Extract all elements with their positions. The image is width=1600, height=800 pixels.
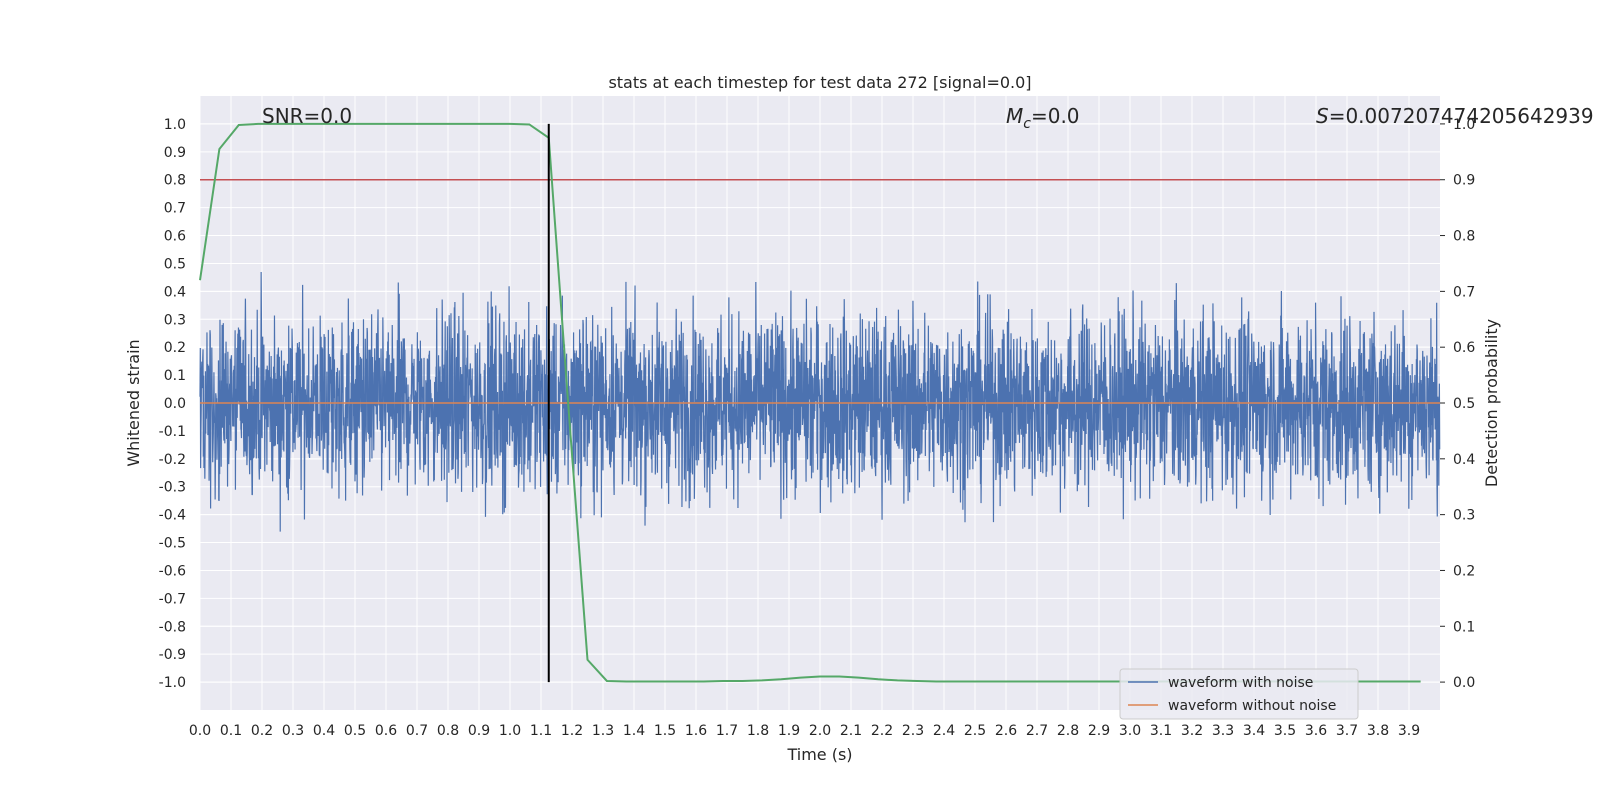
y-tick-label: 1.0 bbox=[164, 117, 186, 133]
y-tick-label: -0.2 bbox=[159, 452, 186, 468]
x-tick-label: 1.7 bbox=[716, 723, 738, 739]
s-annotation: S=0.007207474205642939 bbox=[1316, 104, 1594, 128]
y2-axis-label: Detection probability bbox=[1482, 319, 1501, 487]
y-axis-ticks: 1.0 0.9 0.8 0.7 0.6 0.5 0.4 0.3 0.2 0.1 0.0 -0.1 -0.… bbox=[159, 117, 186, 691]
y2-tick-label: 0.0 bbox=[1453, 675, 1475, 691]
y-tick-label: 0.3 bbox=[164, 312, 186, 328]
x-tick-label: 3.2 bbox=[1181, 723, 1203, 739]
x-tick-label: 3.7 bbox=[1336, 723, 1358, 739]
y-tick-label: 0.8 bbox=[164, 173, 186, 189]
x-tick-label: 1.2 bbox=[561, 723, 583, 739]
x-tick-label: 2.5 bbox=[964, 723, 986, 739]
x-tick-label: 3.6 bbox=[1305, 723, 1327, 739]
mc-subscript: c bbox=[1023, 116, 1031, 132]
x-tick-label: 0.0 bbox=[189, 723, 211, 739]
x-tick-label: 3.4 bbox=[1243, 723, 1265, 739]
x-tick-label: 3.5 bbox=[1274, 723, 1296, 739]
y-tick-label: 0.9 bbox=[164, 145, 186, 161]
y-tick-label: -0.4 bbox=[159, 508, 186, 524]
x-tick-label: 0.2 bbox=[251, 723, 273, 739]
y2-tick-label: 0.7 bbox=[1453, 284, 1475, 300]
x-tick-label: 2.7 bbox=[1026, 723, 1048, 739]
y-tick-label: 0.6 bbox=[164, 229, 186, 245]
x-tick-label: 3.3 bbox=[1212, 723, 1234, 739]
y2-tick-label: 0.9 bbox=[1453, 173, 1475, 189]
y2-axis-ticks: 1.0 0.9 0.8 0.7 0.6 0.5 0.4 0.3 0.2 0.1 0.0 bbox=[1440, 117, 1475, 691]
x-tick-label: 0.3 bbox=[282, 723, 304, 739]
y2-tick-label: 0.3 bbox=[1453, 508, 1475, 524]
x-tick-label: 0.8 bbox=[437, 723, 459, 739]
x-tick-label: 2.1 bbox=[840, 723, 862, 739]
x-tick-label: 0.1 bbox=[220, 723, 242, 739]
x-tick-label: 2.6 bbox=[995, 723, 1017, 739]
x-tick-label: 1.5 bbox=[654, 723, 676, 739]
x-tick-label: 3.8 bbox=[1367, 723, 1389, 739]
x-tick-label: 2.8 bbox=[1057, 723, 1079, 739]
x-tick-label: 1.1 bbox=[530, 723, 552, 739]
snr-annotation: SNR=0.0 bbox=[262, 104, 352, 128]
x-tick-label: 0.6 bbox=[375, 723, 397, 739]
y-tick-label: -0.9 bbox=[159, 647, 186, 663]
y-tick-label: -0.1 bbox=[159, 424, 186, 440]
x-tick-label: 1.3 bbox=[592, 723, 614, 739]
mc-symbol: M bbox=[1006, 104, 1023, 128]
y2-tick-label: 0.2 bbox=[1453, 563, 1475, 579]
legend-label-clean: waveform without noise bbox=[1168, 698, 1336, 714]
y2-tick-label: 0.8 bbox=[1453, 229, 1475, 245]
x-tick-label: 3.1 bbox=[1150, 723, 1172, 739]
x-tick-label: 0.5 bbox=[344, 723, 366, 739]
s-symbol: S bbox=[1316, 104, 1329, 128]
x-tick-label: 2.9 bbox=[1088, 723, 1110, 739]
x-tick-label: 1.6 bbox=[685, 723, 707, 739]
y-tick-label: -0.5 bbox=[159, 536, 186, 552]
y-axis-label: Whitened strain bbox=[124, 339, 143, 466]
y-tick-label: 0.0 bbox=[164, 396, 186, 412]
waveform-with-noise-line bbox=[199, 271, 1441, 532]
y-tick-label: 0.4 bbox=[164, 284, 186, 300]
x-tick-label: 2.2 bbox=[871, 723, 893, 739]
y2-tick-label: 1.0 bbox=[1453, 117, 1475, 133]
s-value: =0.007207474205642939 bbox=[1329, 104, 1594, 128]
x-tick-label: 0.4 bbox=[313, 723, 335, 739]
y-tick-label: 0.2 bbox=[164, 340, 186, 356]
x-tick-label: 1.8 bbox=[747, 723, 769, 739]
y-tick-label: 0.5 bbox=[164, 256, 186, 272]
x-tick-label: 1.0 bbox=[499, 723, 521, 739]
legend-box bbox=[1119, 668, 1359, 720]
x-tick-label: 1.4 bbox=[623, 723, 645, 739]
x-tick-label: 3.0 bbox=[1119, 723, 1141, 739]
y-tick-label: 0.1 bbox=[164, 368, 186, 384]
x-tick-label: 3.9 bbox=[1398, 723, 1420, 739]
y-tick-label: -0.3 bbox=[159, 480, 186, 496]
y2-tick-label: 0.1 bbox=[1453, 619, 1475, 635]
x-tick-label: 2.4 bbox=[933, 723, 955, 739]
x-tick-label: 1.9 bbox=[778, 723, 800, 739]
y2-tick-label: 0.6 bbox=[1453, 340, 1475, 356]
legend-label-noise: waveform with noise bbox=[1168, 675, 1313, 691]
mc-annotation: Mc=0.0 bbox=[1006, 104, 1080, 132]
waveform-with-noise-series bbox=[199, 271, 1441, 532]
x-tick-label: 2.0 bbox=[809, 723, 831, 739]
x-axis-ticks: 0.0 0.1 0.2 0.3 0.4 0.5 0.6 0.7 0.8 0.9 1.0 1.1 1.2 1… bbox=[189, 723, 1420, 739]
x-tick-label: 0.9 bbox=[468, 723, 490, 739]
x-tick-label: 0.7 bbox=[406, 723, 428, 739]
x-tick-label: 2.3 bbox=[902, 723, 924, 739]
y-tick-label: -0.6 bbox=[159, 563, 186, 579]
x-axis-label: Time (s) bbox=[786, 745, 852, 764]
y-tick-label: -0.8 bbox=[159, 619, 186, 635]
mc-value: =0.0 bbox=[1031, 104, 1080, 128]
y2-tick-label: 0.5 bbox=[1453, 396, 1475, 412]
y2-tick-label: 0.4 bbox=[1453, 452, 1475, 468]
legend: waveform with noise waveform without noi… bbox=[1119, 668, 1359, 720]
y-tick-label: -1.0 bbox=[159, 675, 186, 691]
y-tick-label: 0.7 bbox=[164, 201, 186, 217]
chart-title: stats at each timestep for test data 272… bbox=[608, 73, 1031, 92]
y-tick-label: -0.7 bbox=[159, 591, 186, 607]
